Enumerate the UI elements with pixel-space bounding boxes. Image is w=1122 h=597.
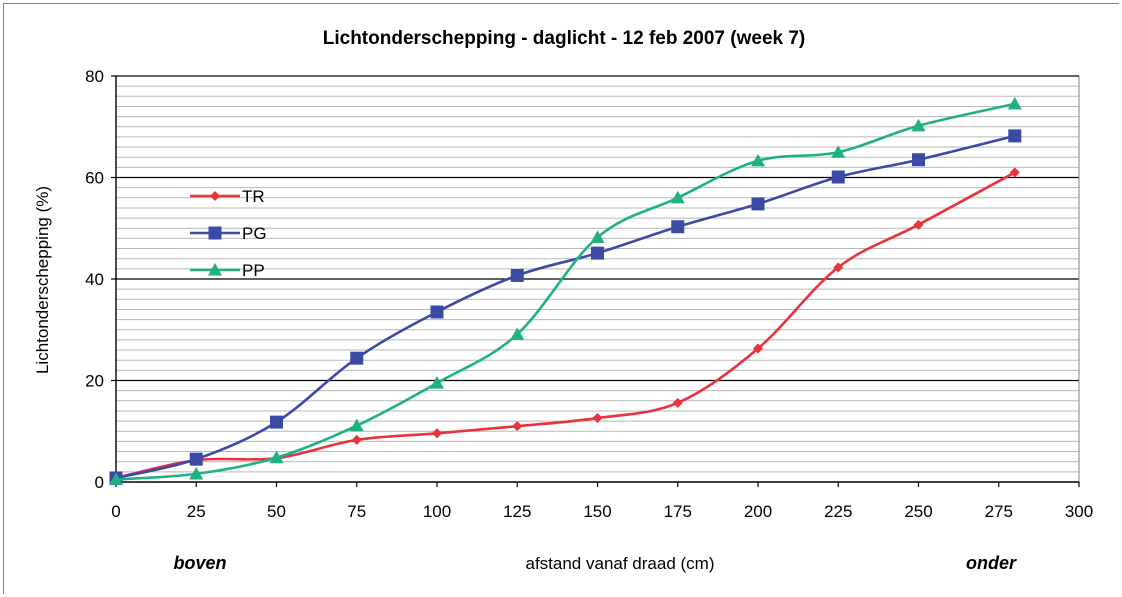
x-tick-label: 200 [744, 502, 772, 521]
legend-item-pp: PP [190, 261, 265, 280]
x-tick-label: 150 [583, 502, 611, 521]
chart-area: Lichtonderschepping - daglicht - 12 feb … [3, 3, 1119, 594]
y-tick-label: 40 [85, 270, 104, 289]
series-pg [109, 129, 1022, 485]
point-tr [833, 262, 844, 273]
x-tick-label: 275 [985, 502, 1013, 521]
legend-marker-pp [208, 263, 222, 276]
series-line-pg [115, 134, 1016, 480]
point-pp [590, 230, 605, 243]
y-tick-label: 60 [85, 169, 104, 188]
series-pp [109, 96, 1022, 486]
point-tr [432, 428, 442, 439]
point-pp [349, 418, 364, 432]
point-pg [1008, 129, 1022, 143]
point-pg [350, 351, 364, 365]
x-side-label-right: onder [966, 553, 1017, 573]
x-axis-label: afstand vanaf draad (cm) [526, 554, 715, 573]
point-tr [1009, 167, 1020, 178]
point-pp [1007, 96, 1022, 110]
point-pg [831, 170, 845, 184]
chart-title: Lichtonderschepping - daglicht - 12 feb … [323, 28, 806, 49]
point-pp [269, 450, 284, 464]
legend-item-pg: PG [190, 224, 267, 243]
point-pp [670, 190, 685, 204]
point-tr [592, 413, 603, 424]
point-pg [430, 305, 444, 319]
point-pg [912, 153, 925, 167]
x-tick-label: 0 [111, 502, 120, 521]
point-pg [671, 220, 685, 234]
point-pp [831, 145, 846, 158]
x-side-label-left: boven [173, 553, 226, 573]
legend-marker-pg [208, 226, 222, 240]
axes: 0 20 40 60 80 0 25 50 75 100 125 150 175 200 225 250 275… [85, 67, 1093, 521]
point-pp [751, 153, 765, 167]
legend-label-tr: TR [242, 187, 265, 206]
line-chart: Lichtonderschepping - daglicht - 12 feb … [33, 28, 1093, 573]
point-pp [109, 472, 123, 486]
x-tick-label: 175 [664, 502, 692, 521]
y-axis-label: Lichtonderschepping (%) [33, 186, 52, 374]
x-tick-label: 300 [1065, 502, 1093, 521]
point-pg [270, 415, 283, 429]
x-tick-label: 250 [904, 502, 932, 521]
point-pg [591, 246, 604, 260]
series-tr [111, 167, 1020, 483]
point-pp [911, 118, 926, 132]
legend-label-pp: PP [242, 261, 265, 280]
point-pg [751, 197, 765, 211]
point-pp [430, 376, 444, 389]
x-tick-label: 125 [503, 502, 531, 521]
point-tr [913, 219, 924, 230]
series-layer [109, 96, 1022, 486]
point-tr [512, 421, 523, 432]
x-tick-label: 25 [187, 502, 206, 521]
point-pp [510, 327, 525, 340]
series-line-pp [115, 102, 1016, 481]
x-tick-label: 100 [423, 502, 451, 521]
x-tick-label: 75 [347, 502, 366, 521]
point-pg [510, 268, 524, 282]
x-tick-label: 225 [824, 502, 852, 521]
y-tick-label: 80 [85, 67, 104, 86]
point-pp [189, 466, 204, 480]
point-pg [189, 452, 203, 466]
point-tr [351, 434, 362, 445]
point-tr [672, 397, 683, 408]
legend-marker-tr [210, 191, 220, 201]
legend-item-tr: TR [190, 187, 265, 206]
y-tick-label: 0 [95, 473, 104, 492]
y-tick-label: 20 [85, 372, 104, 391]
legend-label-pg: PG [242, 224, 267, 243]
legend: TR PG PP [190, 187, 267, 280]
point-tr [753, 343, 763, 354]
x-tick-label: 50 [267, 502, 286, 521]
